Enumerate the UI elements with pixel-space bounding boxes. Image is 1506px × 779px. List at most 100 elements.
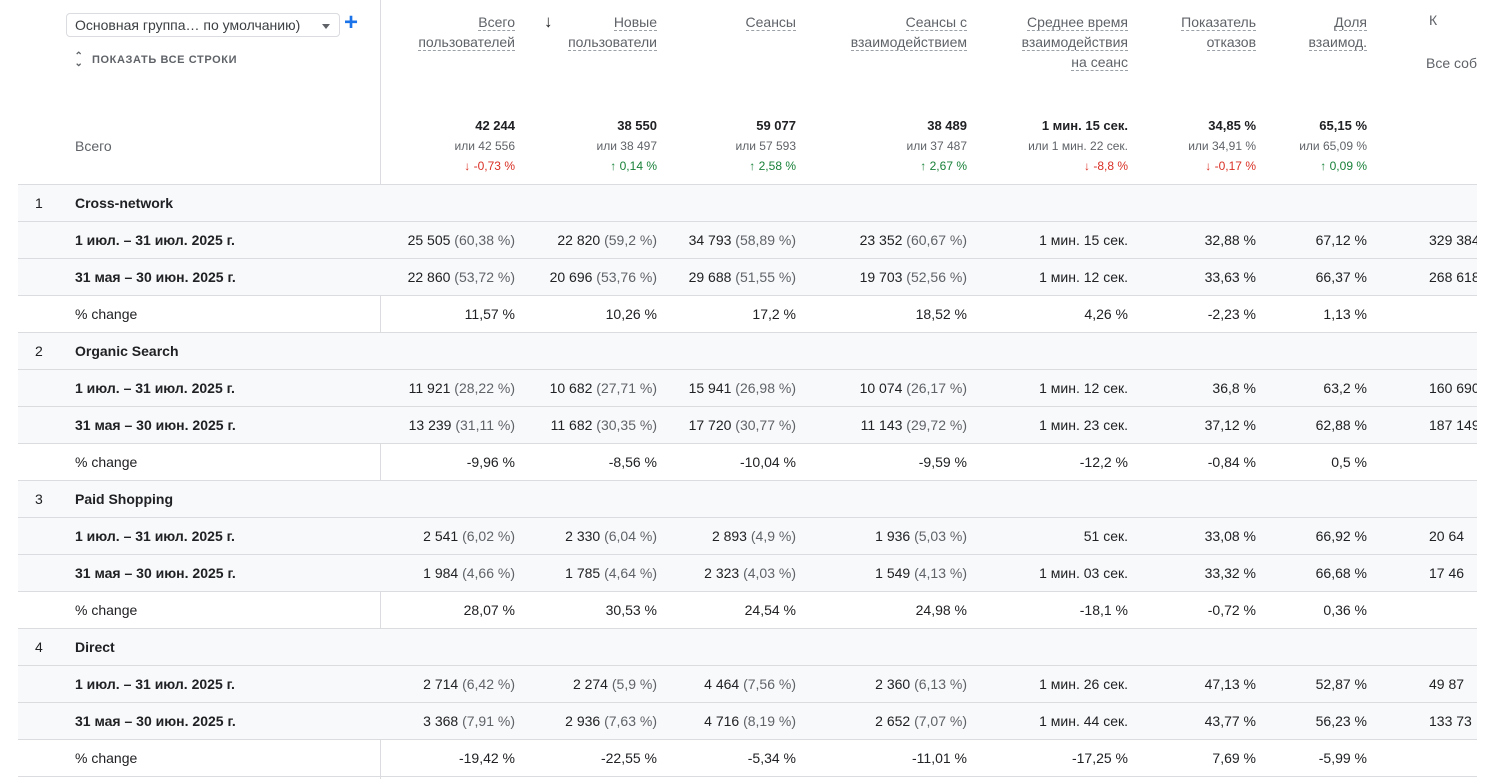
metric-value: 20 696 bbox=[549, 269, 593, 285]
metric-cell: -0,72 % bbox=[1208, 602, 1256, 618]
total-main: 38 489 bbox=[927, 118, 967, 133]
add-dimension-button[interactable]: + bbox=[344, 9, 359, 36]
channel-group-name[interactable]: Direct bbox=[75, 639, 115, 655]
channel-group-name[interactable]: Paid Shopping bbox=[75, 491, 173, 507]
metric-cell-tail: 17 46 bbox=[1429, 565, 1465, 581]
metric-value: 2 274 bbox=[572, 676, 608, 692]
metric-value: -11,01 % bbox=[912, 750, 967, 766]
metric-cell: 2 714 (6,42 %) bbox=[423, 676, 515, 692]
column-header-2[interactable]: Новые пользователи bbox=[568, 12, 657, 52]
metric-cell: 3 368 (7,91 %) bbox=[423, 713, 515, 729]
metric-cell-tail: 160 690 bbox=[1429, 380, 1477, 396]
metric-value: 4,26 % bbox=[1084, 306, 1128, 322]
row-index: 1 bbox=[35, 195, 43, 211]
metric-value: 2 330 bbox=[565, 528, 601, 544]
metric-cell: -2,23 % bbox=[1208, 306, 1256, 322]
column-header-1[interactable]: Всего пользователей bbox=[418, 12, 515, 52]
expand-collapse-icon: ⌃ ⌄ bbox=[74, 51, 84, 69]
metric-cell: 2 652 (7,07 %) bbox=[875, 713, 967, 729]
total-delta: ↓ -0,73 % bbox=[464, 159, 515, 173]
channel-group-name[interactable]: Cross-network bbox=[75, 195, 174, 211]
metric-share: (6,13 %) bbox=[914, 676, 967, 692]
report-table: Основная группа… по умолчанию) + ⌃ ⌄ ПОКА… bbox=[18, 0, 1477, 779]
total-value-3: 59 077 или 57 593 ↑ 2,58 % bbox=[736, 116, 796, 176]
total-delta: ↑ 0,09 % bbox=[1320, 159, 1367, 173]
column-header-text: отказов bbox=[1206, 34, 1256, 51]
metric-cell: 22 860 (53,72 %) bbox=[408, 269, 515, 285]
row-label: 1 июл. – 31 июл. 2025 г. bbox=[75, 676, 235, 692]
column-header-text: Новые bbox=[613, 14, 657, 31]
metric-cell-tail: 20 64 bbox=[1429, 528, 1465, 544]
metric-cell: 66,92 % bbox=[1316, 528, 1367, 544]
total-value-4: 38 489 или 37 487 ↑ 2,67 % bbox=[907, 116, 967, 176]
total-delta: ↑ 2,58 % bbox=[749, 159, 796, 173]
metric-cell: -10,04 % bbox=[740, 454, 796, 470]
metric-cell: -8,56 % bbox=[609, 454, 657, 470]
column-header-5[interactable]: Среднее время взаимодействия на сеанс bbox=[1021, 12, 1128, 72]
metric-value: 1,13 % bbox=[1323, 306, 1367, 322]
total-value-6: 34,85 % или 34,91 % ↓ -0,17 % bbox=[1188, 116, 1256, 176]
metric-value: 62,88 % bbox=[1315, 417, 1367, 433]
metric-cell: 1 мин. 23 сек. bbox=[1039, 417, 1128, 433]
metric-cell: -22,55 % bbox=[601, 750, 657, 766]
metric-value: 15 941 bbox=[688, 380, 732, 396]
group-header-row[interactable]: 4 Direct bbox=[18, 629, 1477, 665]
total-delta: ↑ 0,14 % bbox=[610, 159, 657, 173]
group-header-row[interactable]: 2 Organic Search bbox=[18, 333, 1477, 369]
metric-value: 63,2 % bbox=[1323, 380, 1367, 396]
metric-value: 1 785 bbox=[565, 565, 601, 581]
metric-value: 33,63 % bbox=[1204, 269, 1256, 285]
total-delta: ↑ 2,67 % bbox=[920, 159, 967, 173]
metric-value: 47,13 % bbox=[1204, 676, 1256, 692]
row-divider bbox=[18, 591, 1477, 592]
column-header-6[interactable]: Показатель отказов bbox=[1181, 12, 1256, 52]
metric-value: 36,8 % bbox=[1212, 380, 1256, 396]
column-header-text: Всего bbox=[478, 14, 515, 31]
metric-value: -10,04 % bbox=[739, 454, 796, 470]
metric-value: 2 936 bbox=[565, 713, 601, 729]
metric-share: (4,13 %) bbox=[914, 565, 967, 581]
metric-value: 23 352 bbox=[859, 232, 903, 248]
column-header-text: Доля bbox=[1334, 14, 1367, 31]
column-header-7[interactable]: Доля взаимод. bbox=[1308, 12, 1367, 52]
total-compare: или 42 556 bbox=[454, 139, 515, 153]
metric-cell: 4,26 % bbox=[1084, 306, 1128, 322]
metric-cell: 33,32 % bbox=[1205, 565, 1256, 581]
metric-cell: 62,88 % bbox=[1316, 417, 1367, 433]
metric-cell: 7,69 % bbox=[1212, 750, 1256, 766]
total-value-7: 65,15 % или 65,09 % ↑ 0,09 % bbox=[1299, 116, 1367, 176]
metric-cell-tail: 268 618 bbox=[1429, 269, 1477, 285]
change-row: % change -9,96 % -8,56 % -10,04 % -9,59 % -12… bbox=[18, 444, 1477, 480]
metric-share: (6,42 %) bbox=[462, 676, 515, 692]
metric-cell: -11,01 % bbox=[912, 750, 967, 766]
channel-group-name[interactable]: Organic Search bbox=[75, 343, 179, 359]
total-delta: ↓ -8,8 % bbox=[1083, 159, 1128, 173]
row-divider bbox=[18, 443, 1477, 444]
metric-value: 33,32 % bbox=[1204, 565, 1256, 581]
change-row: % change 11,57 % 10,26 % 17,2 % 18,52 % 4,26 … bbox=[18, 296, 1477, 332]
metric-value: 32,88 % bbox=[1204, 232, 1256, 248]
group-header-row[interactable]: 1 Cross-network bbox=[18, 185, 1477, 221]
group-header-row[interactable]: 3 Paid Shopping bbox=[18, 481, 1477, 517]
metric-share: (51,55 %) bbox=[735, 269, 796, 285]
date-range-row: 31 мая – 30 июн. 2025 г. 3 368 (7,91 %) 2 … bbox=[18, 703, 1477, 739]
metric-value: 52,87 % bbox=[1315, 676, 1367, 692]
show-all-rows-button[interactable]: ⌃ ⌄ ПОКАЗАТЬ ВСЕ СТРОКИ bbox=[73, 51, 237, 69]
metric-value: -9,59 % bbox=[918, 454, 967, 470]
total-compare: или 38 497 bbox=[596, 139, 657, 153]
dimension-select[interactable]: Основная группа… по умолчанию) bbox=[66, 13, 340, 37]
metric-share: (26,98 %) bbox=[735, 380, 796, 396]
metric-cell: 67,12 % bbox=[1316, 232, 1367, 248]
column-header-tail[interactable]: К bbox=[1429, 12, 1438, 28]
column-header-3[interactable]: Сеансы bbox=[745, 12, 796, 32]
row-divider bbox=[18, 258, 1477, 259]
metric-value: 29 688 bbox=[688, 269, 732, 285]
metric-cell: 2 274 (5,9 %) bbox=[573, 676, 657, 692]
metric-share: (59,2 %) bbox=[604, 232, 657, 248]
row-divider bbox=[18, 739, 1477, 740]
metric-value: 25 505 bbox=[407, 232, 451, 248]
dropdown-caret-icon bbox=[322, 24, 330, 29]
sort-descending-icon[interactable]: ↓ bbox=[544, 12, 553, 31]
metric-value: 37,12 % bbox=[1204, 417, 1256, 433]
column-header-4[interactable]: Сеансы с взаимодействием bbox=[850, 12, 967, 52]
